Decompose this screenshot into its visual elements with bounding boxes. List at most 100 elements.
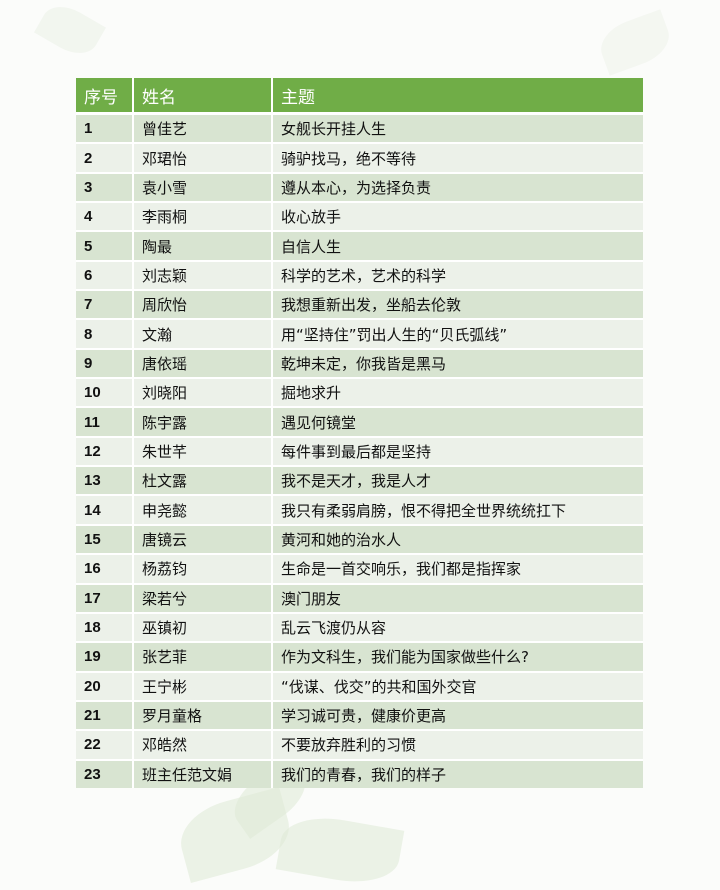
leaf-decoration	[34, 0, 106, 63]
student-name: 文瀚	[132, 318, 272, 349]
student-name: 刘志颖	[132, 259, 272, 291]
leaf-decoration	[594, 9, 676, 76]
table-row: 2 邓珺怡 骑驴找马，绝不等待	[76, 142, 643, 173]
student-name: 巫镇初	[132, 611, 272, 643]
header-number: 序号	[76, 78, 133, 114]
student-name: 梁若兮	[132, 582, 272, 613]
topic: 女舰长开挂人生	[271, 112, 643, 144]
student-name: 曾佳艺	[132, 112, 272, 144]
topic: 每件事到最后都是坚持	[271, 435, 643, 467]
topic: 自信人生	[271, 230, 643, 261]
header-name: 姓名	[132, 78, 272, 114]
table-row: 12 朱世芊 每件事到最后都是坚持	[76, 435, 643, 467]
table-row: 1 曾佳艺 女舰长开挂人生	[76, 112, 643, 144]
student-name: 杜文露	[132, 465, 272, 496]
row-number: 9	[76, 347, 133, 379]
row-number: 18	[76, 611, 133, 643]
row-number: 4	[76, 201, 133, 232]
table-row: 15 唐镜云 黄河和她的治水人	[76, 523, 643, 555]
row-number: 22	[76, 729, 133, 760]
topic: 我不是天才，我是人才	[271, 465, 643, 496]
table-row: 6 刘志颖 科学的艺术，艺术的科学	[76, 259, 643, 291]
table-row: 20 王宁彬 “伐谋、伐交”的共和国外交官	[76, 670, 643, 701]
topic: 作为文科生，我们能为国家做些什么?	[271, 641, 643, 672]
student-name: 唐依瑶	[132, 347, 272, 379]
row-number: 7	[76, 289, 133, 320]
topic: 遇见何镜堂	[271, 406, 643, 437]
table-row: 23 班主任范文娟 我们的青春，我们的样子	[76, 758, 643, 788]
row-number: 14	[76, 494, 133, 525]
topic: 我们的青春，我们的样子	[271, 758, 643, 788]
row-number: 5	[76, 230, 133, 261]
row-number: 12	[76, 435, 133, 467]
student-name: 张艺菲	[132, 641, 272, 672]
student-name: 李雨桐	[132, 201, 272, 232]
row-number: 8	[76, 318, 133, 349]
table-row: 11 陈宇露 遇见何镜堂	[76, 406, 643, 437]
topic: 澳门朋友	[271, 582, 643, 613]
row-number: 15	[76, 523, 133, 555]
student-name: 袁小雪	[132, 171, 272, 203]
row-number: 10	[76, 377, 133, 408]
student-name: 罗月童格	[132, 699, 272, 731]
student-name: 陶最	[132, 230, 272, 261]
table-row: 22 邓皓然 不要放弃胜利的习惯	[76, 729, 643, 760]
student-name: 申尧懿	[132, 494, 272, 525]
student-name: 班主任范文娟	[132, 758, 272, 788]
table-row: 19 张艺菲 作为文科生，我们能为国家做些什么?	[76, 641, 643, 672]
table-row: 4 李雨桐 收心放手	[76, 201, 643, 232]
topic: 黄河和她的治水人	[271, 523, 643, 555]
topic: 用“坚持住”罚出人生的“贝氏弧线”	[271, 318, 643, 349]
table-row: 5 陶最 自信人生	[76, 230, 643, 261]
leaf-decoration	[275, 810, 405, 890]
row-number: 6	[76, 259, 133, 291]
topic: 遵从本心，为选择负责	[271, 171, 643, 203]
table-row: 9 唐依瑶 乾坤未定，你我皆是黑马	[76, 347, 643, 379]
table-row: 21 罗月童格 学习诚可贵，健康价更高	[76, 699, 643, 731]
row-number: 16	[76, 553, 133, 584]
topic: 收心放手	[271, 201, 643, 232]
topic: 掘地求升	[271, 377, 643, 408]
student-name: 朱世芊	[132, 435, 272, 467]
table-row: 14 申尧懿 我只有柔弱肩膀，恨不得把全世界统统扛下	[76, 494, 643, 525]
table-row: 16 杨荔钧 生命是一首交响乐，我们都是指挥家	[76, 553, 643, 584]
row-number: 21	[76, 699, 133, 731]
topic: 我想重新出发，坐船去伦敦	[271, 289, 643, 320]
row-number: 20	[76, 670, 133, 701]
row-number: 11	[76, 406, 133, 437]
topic: 科学的艺术，艺术的科学	[271, 259, 643, 291]
student-name: 周欣怡	[132, 289, 272, 320]
student-name: 邓珺怡	[132, 142, 272, 173]
topic: 学习诚可贵，健康价更高	[271, 699, 643, 731]
topic: 乾坤未定，你我皆是黑马	[271, 347, 643, 379]
table-row: 10 刘晓阳 掘地求升	[76, 377, 643, 408]
row-number: 2	[76, 142, 133, 173]
student-name: 唐镜云	[132, 523, 272, 555]
topic: 不要放弃胜利的习惯	[271, 729, 643, 760]
student-name: 王宁彬	[132, 670, 272, 701]
table-row: 13 杜文露 我不是天才，我是人才	[76, 465, 643, 496]
header-topic: 主题	[271, 78, 643, 114]
topic-table: 序号 姓名 主题 1 曾佳艺 女舰长开挂人生 2 邓珺怡 骑驴找马，绝不等待 3 袁小雪 遵从本…	[76, 78, 643, 788]
row-number: 3	[76, 171, 133, 203]
table-row: 17 梁若兮 澳门朋友	[76, 582, 643, 613]
student-name: 刘晓阳	[132, 377, 272, 408]
table-row: 3 袁小雪 遵从本心，为选择负责	[76, 171, 643, 203]
student-name: 邓皓然	[132, 729, 272, 760]
table-header-row: 序号 姓名 主题	[76, 78, 643, 114]
row-number: 23	[76, 758, 133, 788]
topic: 我只有柔弱肩膀，恨不得把全世界统统扛下	[271, 494, 643, 525]
row-number: 19	[76, 641, 133, 672]
student-name: 杨荔钧	[132, 553, 272, 584]
table-row: 8 文瀚 用“坚持住”罚出人生的“贝氏弧线”	[76, 318, 643, 349]
topic: 骑驴找马，绝不等待	[271, 142, 643, 173]
topic: 生命是一首交响乐，我们都是指挥家	[271, 553, 643, 584]
topic: 乱云飞渡仍从容	[271, 611, 643, 643]
row-number: 1	[76, 112, 133, 144]
student-name: 陈宇露	[132, 406, 272, 437]
row-number: 13	[76, 465, 133, 496]
topic: “伐谋、伐交”的共和国外交官	[271, 670, 643, 701]
table-row: 7 周欣怡 我想重新出发，坐船去伦敦	[76, 289, 643, 320]
row-number: 17	[76, 582, 133, 613]
table-row: 18 巫镇初 乱云飞渡仍从容	[76, 611, 643, 643]
